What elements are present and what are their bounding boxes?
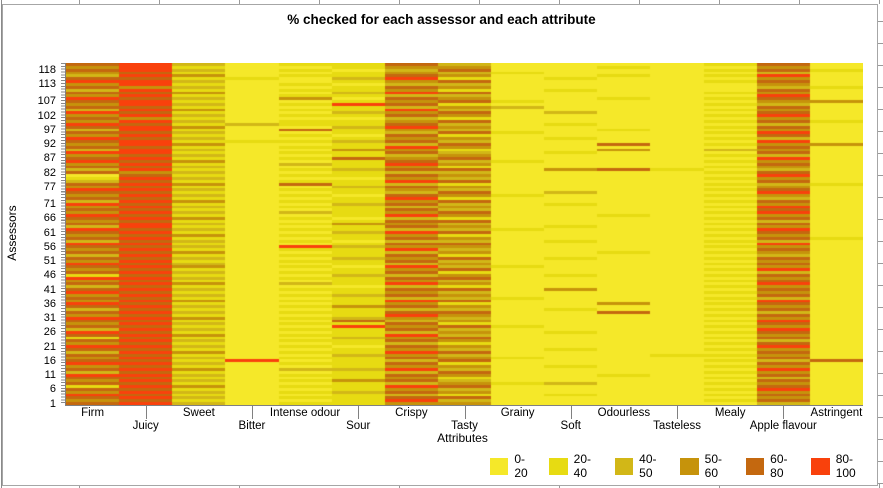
legend-swatch-50-60 <box>680 457 699 475</box>
x-category-label-grainy: Grainy <box>500 407 535 419</box>
spreadsheet-top-gridline-strip <box>0 0 883 4</box>
legend-label-50-60: 50-60 <box>704 452 723 480</box>
x-category-label-mealy: Mealy <box>714 407 746 419</box>
legend-item-0-20[interactable]: 0-20 <box>490 452 536 480</box>
y-tick-label-36: 36 <box>43 297 56 310</box>
y-tick-label-11: 11 <box>44 369 56 382</box>
y-tick-label-16: 16 <box>43 354 56 367</box>
legend-swatch-0-20 <box>490 457 509 475</box>
y-tick-label-61: 61 <box>43 226 56 239</box>
y-tick-label-46: 46 <box>43 269 56 282</box>
y-axis-row-ticks <box>61 63 65 405</box>
y-tick-label-51: 51 <box>43 255 56 268</box>
x-tick-mark-juicy <box>146 406 147 419</box>
x-category-label-sour: Sour <box>346 420 371 432</box>
y-tick-label-87: 87 <box>43 152 56 165</box>
y-tick-label-92: 92 <box>43 138 56 151</box>
x-tick-mark-bitter <box>252 406 253 419</box>
x-category-label-odourless: Odourless <box>597 407 651 419</box>
y-tick-label-82: 82 <box>43 166 56 179</box>
y-tick-label-31: 31 <box>43 312 56 325</box>
legend-label-60-80: 60-80 <box>770 452 788 480</box>
x-category-label-bitter: Bitter <box>238 420 266 432</box>
legend-item-40-50[interactable]: 40-50 <box>614 452 668 480</box>
x-axis-line <box>65 405 863 406</box>
y-tick-label-26: 26 <box>43 326 56 339</box>
heatmap-plot-area[interactable] <box>66 63 863 405</box>
chart-legend[interactable]: 0-20 20-40 40-50 50-60 60-80 80-100 <box>490 452 883 480</box>
legend-swatch-20-40 <box>549 457 568 475</box>
x-tick-mark-apple-flavour <box>783 406 784 419</box>
x-category-label-tasteless: Tasteless <box>653 420 701 432</box>
x-category-label-astringent: Astringent <box>810 407 863 419</box>
x-category-label-apple-flavour: Apple flavour <box>749 420 817 432</box>
y-axis-line <box>65 63 66 406</box>
x-tick-mark-soft <box>571 406 572 419</box>
legend-label-20-40: 20-40 <box>573 452 592 480</box>
x-tick-mark-tasty <box>465 406 466 419</box>
x-category-label-juicy: Juicy <box>132 420 159 432</box>
y-tick-label-118: 118 <box>38 64 56 77</box>
legend-item-60-80[interactable]: 60-80 <box>745 452 799 480</box>
legend-swatch-40-50 <box>614 457 634 475</box>
chart-title: % checked for each assessor and each att… <box>287 12 596 27</box>
legend-label-0-20: 0-20 <box>514 452 528 480</box>
x-category-label-crispy: Crispy <box>395 407 428 419</box>
y-axis-title: Assessors <box>5 205 19 261</box>
legend-item-20-40[interactable]: 20-40 <box>549 452 602 480</box>
legend-swatch-60-80 <box>745 457 765 475</box>
x-category-label-sweet: Sweet <box>182 407 215 419</box>
spreadsheet-bottom-gridline-strip <box>0 484 883 488</box>
x-category-label-tasty: Tasty <box>451 420 478 432</box>
y-tick-label-107: 107 <box>37 95 56 108</box>
y-tick-label-66: 66 <box>43 212 56 225</box>
y-tick-label-113: 113 <box>38 78 56 91</box>
y-tick-label-21: 21 <box>43 340 56 353</box>
legend-label-80-100: 80-100 <box>835 452 856 480</box>
legend-swatch-80-100 <box>811 457 830 475</box>
y-tick-label-71: 71 <box>43 198 56 211</box>
spreadsheet-right-gridline-strip <box>878 0 883 488</box>
legend-label-40-50: 40-50 <box>639 452 657 480</box>
y-tick-label-77: 77 <box>43 180 56 193</box>
spreadsheet-left-gridline <box>1 0 2 488</box>
x-category-label-intense-odour: Intense odour <box>269 407 341 419</box>
legend-item-50-60[interactable]: 50-60 <box>680 452 733 480</box>
x-category-label-firm: Firm <box>81 407 105 419</box>
y-tick-label-97: 97 <box>43 123 56 136</box>
y-tick-label-1: 1 <box>49 397 56 410</box>
x-tick-mark-sour <box>358 406 359 419</box>
x-category-label-soft: Soft <box>560 420 581 432</box>
legend-item-80-100[interactable]: 80-100 <box>811 452 870 480</box>
y-tick-label-6: 6 <box>49 383 56 396</box>
x-axis-title: Attributes <box>437 431 488 445</box>
y-tick-label-56: 56 <box>43 240 56 253</box>
x-tick-mark-tasteless <box>677 406 678 419</box>
y-tick-label-41: 41 <box>43 283 56 296</box>
y-tick-label-102: 102 <box>37 109 56 122</box>
